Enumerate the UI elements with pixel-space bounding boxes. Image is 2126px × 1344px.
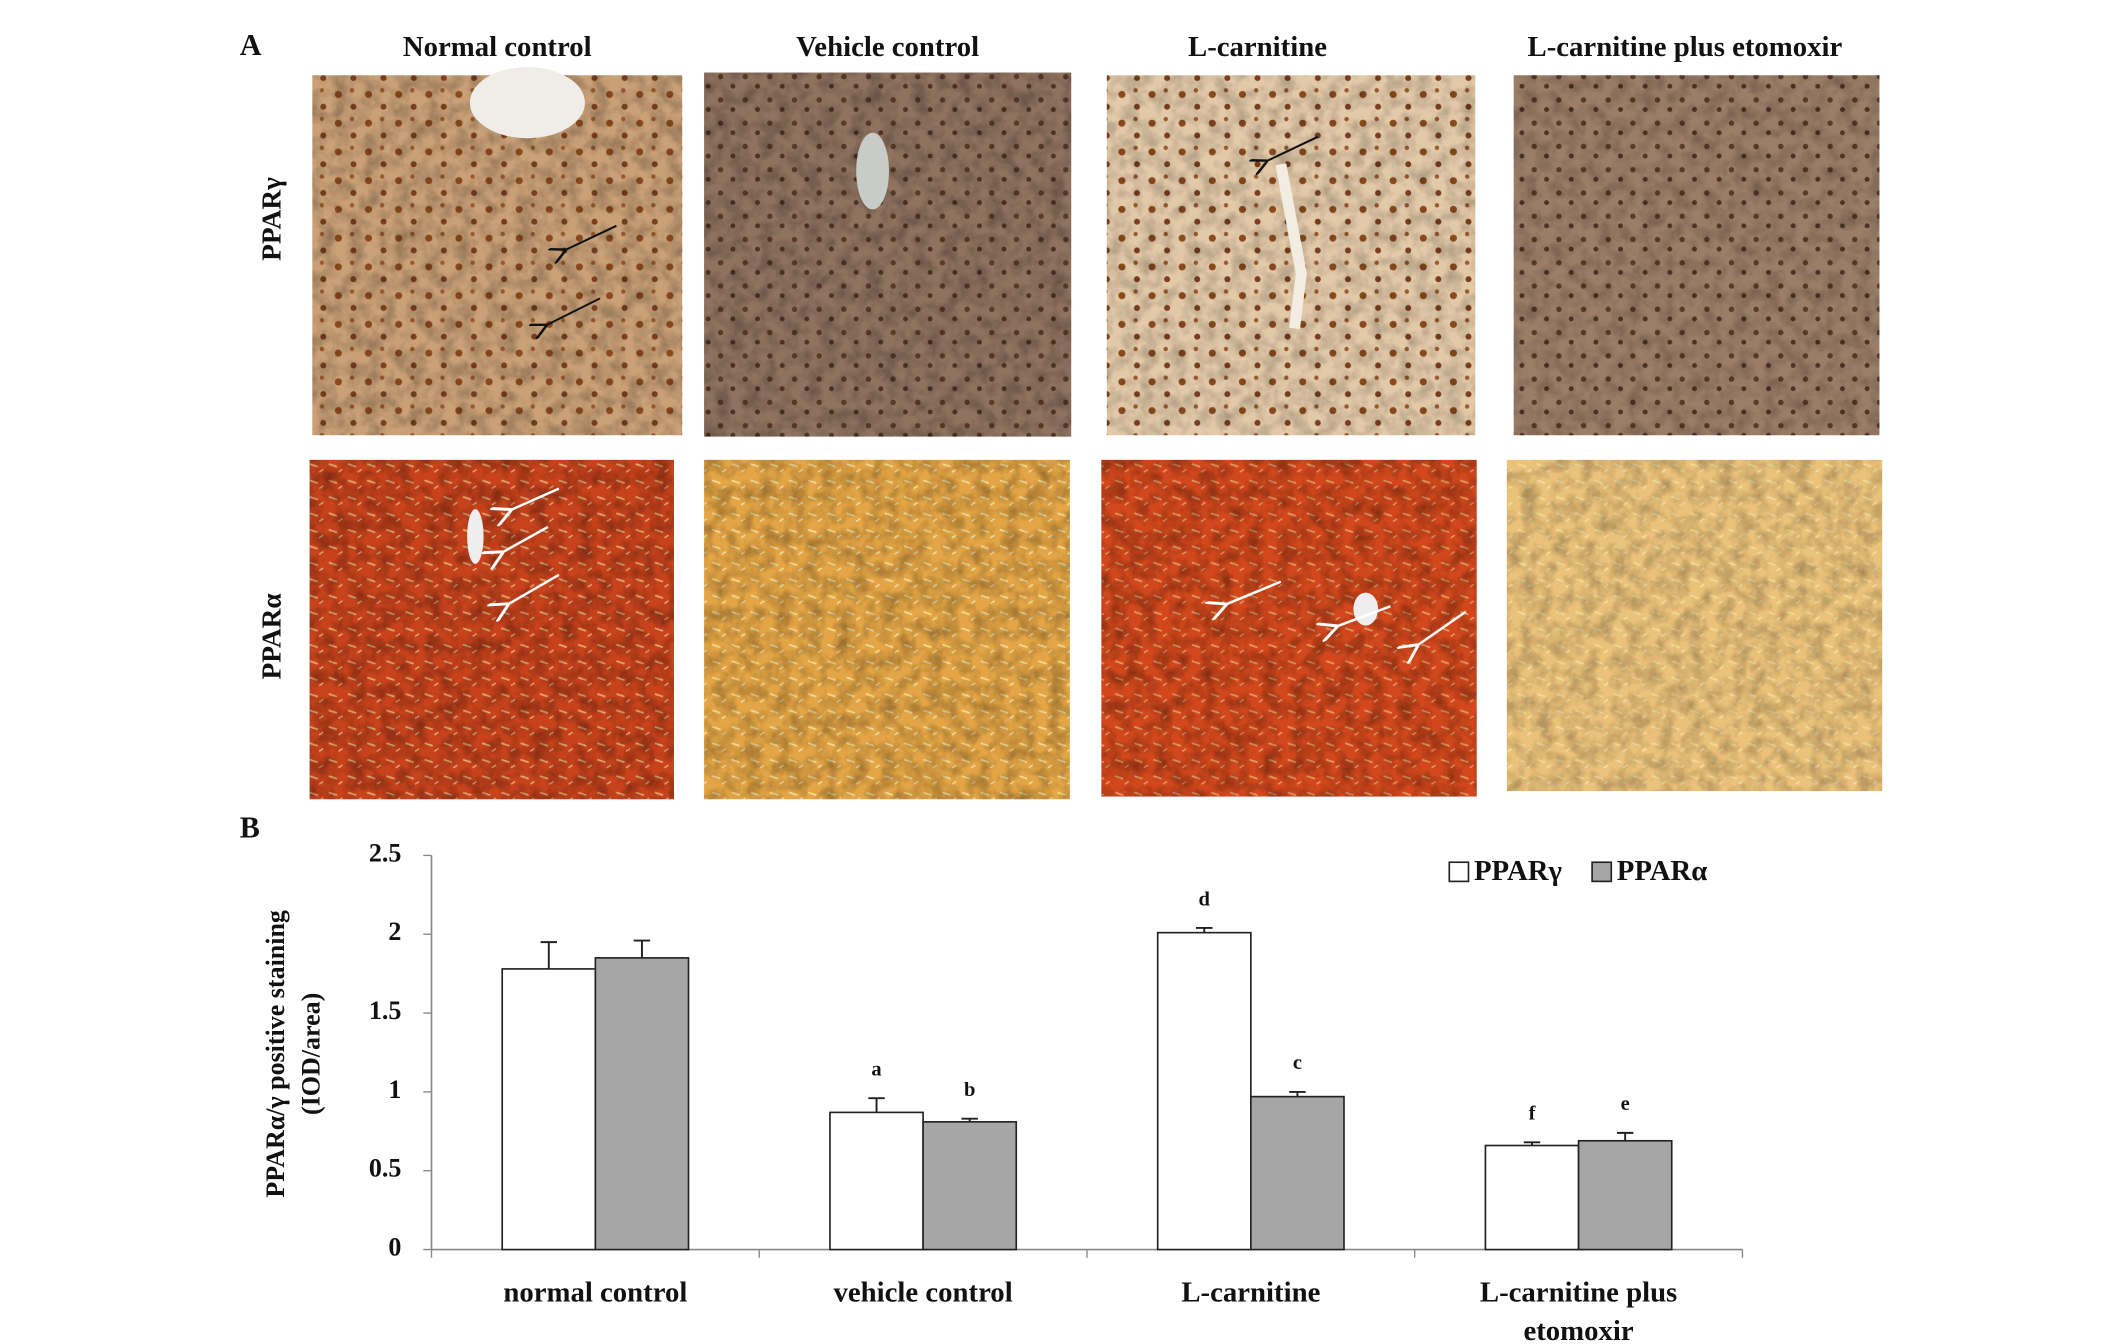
column-title: Normal control (403, 31, 592, 63)
micrograph (309, 459, 674, 800)
bar (922, 1121, 1018, 1251)
error-bar (540, 941, 558, 969)
row-label: PPARγ (256, 177, 286, 261)
micrograph (704, 459, 1070, 800)
annotation: d (1199, 888, 1211, 910)
y-tick-label: 1.5 (369, 996, 402, 1025)
y-tick-label: 2 (388, 917, 401, 946)
bar (1484, 1144, 1580, 1251)
bar (1156, 931, 1252, 1251)
x-tick-label: vehicle control (834, 1276, 1013, 1308)
micrograph (704, 72, 1072, 437)
bar (501, 968, 597, 1251)
micrograph (1106, 75, 1476, 436)
row-label: PPARα (256, 593, 286, 679)
bar (1577, 1139, 1673, 1251)
x-tick-label: normal control (503, 1276, 687, 1308)
micrograph (1506, 459, 1883, 792)
error-bar (633, 939, 651, 958)
annotation: e (1621, 1093, 1630, 1115)
column-title: L-carnitine (1188, 31, 1327, 63)
micrograph (1513, 75, 1880, 436)
y-tick-label: 1 (388, 1075, 401, 1104)
x-tick-label: L-carnitine (1181, 1276, 1320, 1308)
legend-label: PPARα (1617, 855, 1708, 887)
y-axis-label: (IOD/area) (297, 993, 326, 1115)
y-axis-label: PPARα/γ positive staining (261, 910, 290, 1198)
y-tick-label: 0.5 (369, 1154, 402, 1183)
annotation: f (1529, 1103, 1537, 1125)
error-bar (868, 1097, 885, 1113)
y-tick-label: 2.5 (369, 838, 402, 867)
x-tick-label: L-carnitine plus etomoxir (1480, 1276, 1677, 1344)
legend-swatch (1591, 861, 1613, 883)
legend-swatch (1448, 861, 1470, 883)
error-bar (1196, 926, 1213, 933)
column-title: Vehicle control (796, 31, 979, 63)
annotation: a (871, 1059, 881, 1081)
panel-label: B (240, 811, 260, 845)
panel-label: A (240, 28, 262, 62)
micrograph (312, 67, 683, 436)
column-title: L-carnitine plus etomoxir (1528, 31, 1843, 63)
y-tick-label: 0 (388, 1233, 401, 1262)
bar (1250, 1095, 1345, 1251)
micrograph (1101, 459, 1477, 797)
error-bar (1616, 1131, 1634, 1141)
error-bar (1523, 1141, 1541, 1146)
error-bar (961, 1117, 978, 1122)
bar (594, 957, 690, 1251)
annotation: c (1293, 1052, 1302, 1074)
error-bar (1289, 1090, 1306, 1097)
annotation: b (964, 1079, 975, 1101)
legend-label: PPARγ (1474, 855, 1563, 887)
bar (829, 1111, 924, 1251)
